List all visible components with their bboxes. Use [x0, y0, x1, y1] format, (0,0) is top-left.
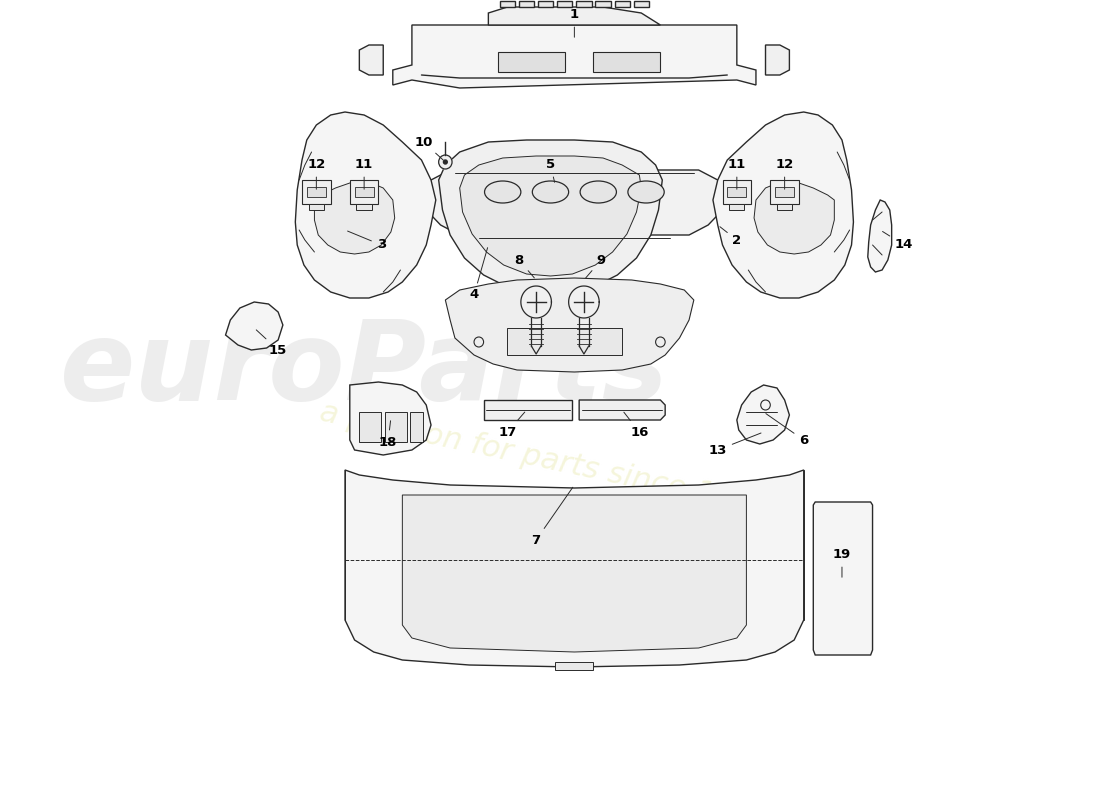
- Polygon shape: [538, 1, 553, 7]
- Polygon shape: [556, 662, 594, 670]
- Polygon shape: [615, 1, 630, 7]
- Polygon shape: [360, 45, 383, 75]
- Text: 9: 9: [585, 254, 606, 278]
- Polygon shape: [307, 187, 326, 197]
- Text: 6: 6: [766, 414, 808, 446]
- Polygon shape: [356, 204, 372, 210]
- Polygon shape: [403, 495, 747, 652]
- Text: 3: 3: [348, 231, 386, 251]
- Polygon shape: [521, 286, 551, 318]
- Ellipse shape: [580, 181, 616, 203]
- Polygon shape: [569, 286, 600, 318]
- Polygon shape: [226, 302, 283, 350]
- Polygon shape: [393, 25, 756, 88]
- Polygon shape: [813, 502, 872, 655]
- Text: 11: 11: [355, 158, 373, 190]
- Polygon shape: [417, 170, 733, 240]
- Text: 12: 12: [307, 158, 326, 190]
- Polygon shape: [868, 200, 892, 272]
- Polygon shape: [507, 328, 623, 355]
- Circle shape: [443, 160, 448, 164]
- Polygon shape: [488, 7, 660, 25]
- Text: 12: 12: [776, 158, 794, 190]
- Text: 14: 14: [882, 231, 913, 251]
- Text: 13: 13: [708, 433, 761, 457]
- Text: 8: 8: [515, 254, 535, 278]
- Polygon shape: [766, 45, 790, 75]
- Polygon shape: [360, 412, 382, 442]
- Polygon shape: [737, 385, 790, 444]
- Polygon shape: [558, 1, 572, 7]
- Polygon shape: [295, 112, 436, 298]
- Text: euroParts: euroParts: [59, 317, 669, 423]
- Polygon shape: [754, 182, 834, 254]
- Text: 17: 17: [498, 412, 525, 438]
- Polygon shape: [498, 52, 564, 72]
- Polygon shape: [519, 1, 535, 7]
- Polygon shape: [713, 112, 854, 298]
- Ellipse shape: [628, 181, 664, 203]
- Polygon shape: [484, 400, 572, 420]
- Polygon shape: [580, 400, 666, 420]
- Text: 16: 16: [624, 412, 649, 438]
- Polygon shape: [410, 412, 424, 442]
- Polygon shape: [460, 156, 641, 276]
- Text: 5: 5: [546, 158, 556, 182]
- Text: 4: 4: [470, 248, 487, 302]
- Text: 7: 7: [531, 487, 573, 546]
- Text: a passion for parts since 1985: a passion for parts since 1985: [317, 398, 774, 522]
- Polygon shape: [350, 180, 378, 204]
- Polygon shape: [576, 1, 592, 7]
- Text: 15: 15: [256, 330, 287, 357]
- Polygon shape: [776, 187, 794, 197]
- Polygon shape: [770, 180, 799, 204]
- Circle shape: [439, 155, 452, 169]
- Text: 19: 19: [833, 549, 851, 578]
- Polygon shape: [595, 1, 610, 7]
- Text: 10: 10: [415, 135, 443, 160]
- Polygon shape: [309, 204, 324, 210]
- Polygon shape: [777, 204, 792, 210]
- Polygon shape: [350, 382, 431, 455]
- Ellipse shape: [532, 181, 569, 203]
- Polygon shape: [354, 187, 374, 197]
- Polygon shape: [727, 187, 747, 197]
- Text: 11: 11: [728, 158, 746, 190]
- Text: 2: 2: [719, 226, 741, 246]
- Polygon shape: [634, 1, 649, 7]
- Polygon shape: [499, 1, 515, 7]
- Polygon shape: [594, 52, 660, 72]
- Ellipse shape: [484, 181, 521, 203]
- Polygon shape: [446, 278, 694, 372]
- Polygon shape: [439, 140, 662, 292]
- Polygon shape: [302, 180, 331, 204]
- Text: 18: 18: [378, 421, 397, 449]
- Polygon shape: [723, 180, 751, 204]
- Polygon shape: [385, 412, 407, 442]
- Polygon shape: [729, 204, 745, 210]
- Polygon shape: [315, 182, 395, 254]
- Polygon shape: [345, 470, 804, 667]
- Text: 1: 1: [570, 9, 579, 38]
